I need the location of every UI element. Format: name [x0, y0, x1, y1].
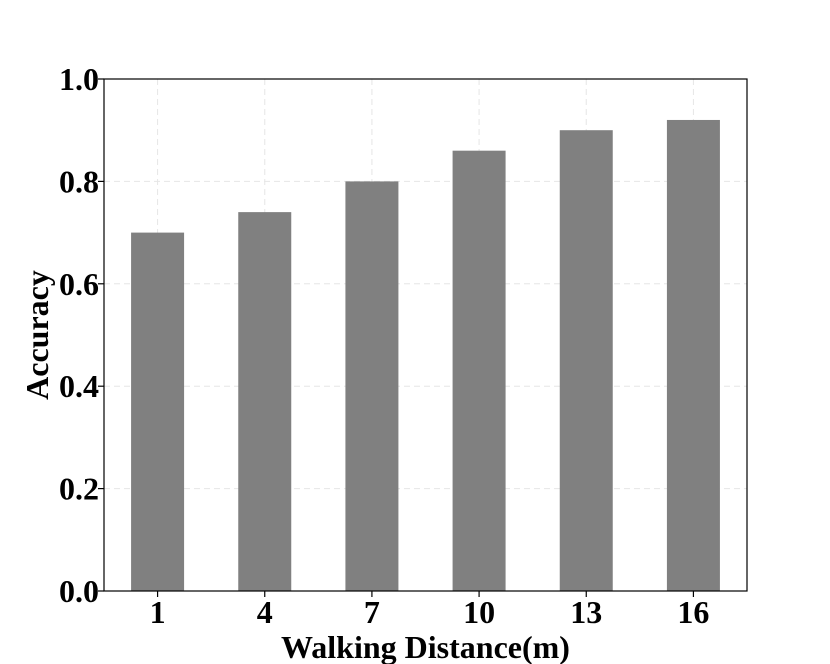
bar [345, 181, 399, 591]
x-tick-label: 10 [463, 594, 495, 630]
grid-lines [104, 78, 747, 592]
x-tick-label: 4 [257, 594, 273, 630]
x-axis-title: Walking Distance(m) [281, 629, 570, 664]
y-axis-title: Accuracy [19, 270, 55, 400]
y-axis-ticks: 0.0 0.2 0.4 0.6 0.8 1.0 [59, 61, 104, 609]
bar [559, 130, 613, 591]
x-axis-ticks: 1 4 7 10 13 16 [150, 591, 709, 630]
bar [452, 150, 506, 591]
y-tick-label: 0.2 [59, 471, 99, 507]
y-tick-label: 0.6 [59, 266, 99, 302]
bar [666, 119, 720, 592]
x-tick-label: 16 [677, 594, 709, 630]
bars [131, 119, 720, 592]
y-tick-label: 1.0 [59, 61, 99, 97]
y-tick-label: 0.4 [59, 368, 99, 404]
x-tick-label: 13 [570, 594, 602, 630]
bar [238, 212, 292, 591]
x-tick-label: 1 [150, 594, 166, 630]
x-tick-label: 7 [364, 594, 380, 630]
plot-frame [103, 78, 748, 592]
y-tick-label: 0.0 [59, 573, 99, 609]
y-tick-label: 0.8 [59, 163, 99, 199]
bar [131, 232, 185, 591]
